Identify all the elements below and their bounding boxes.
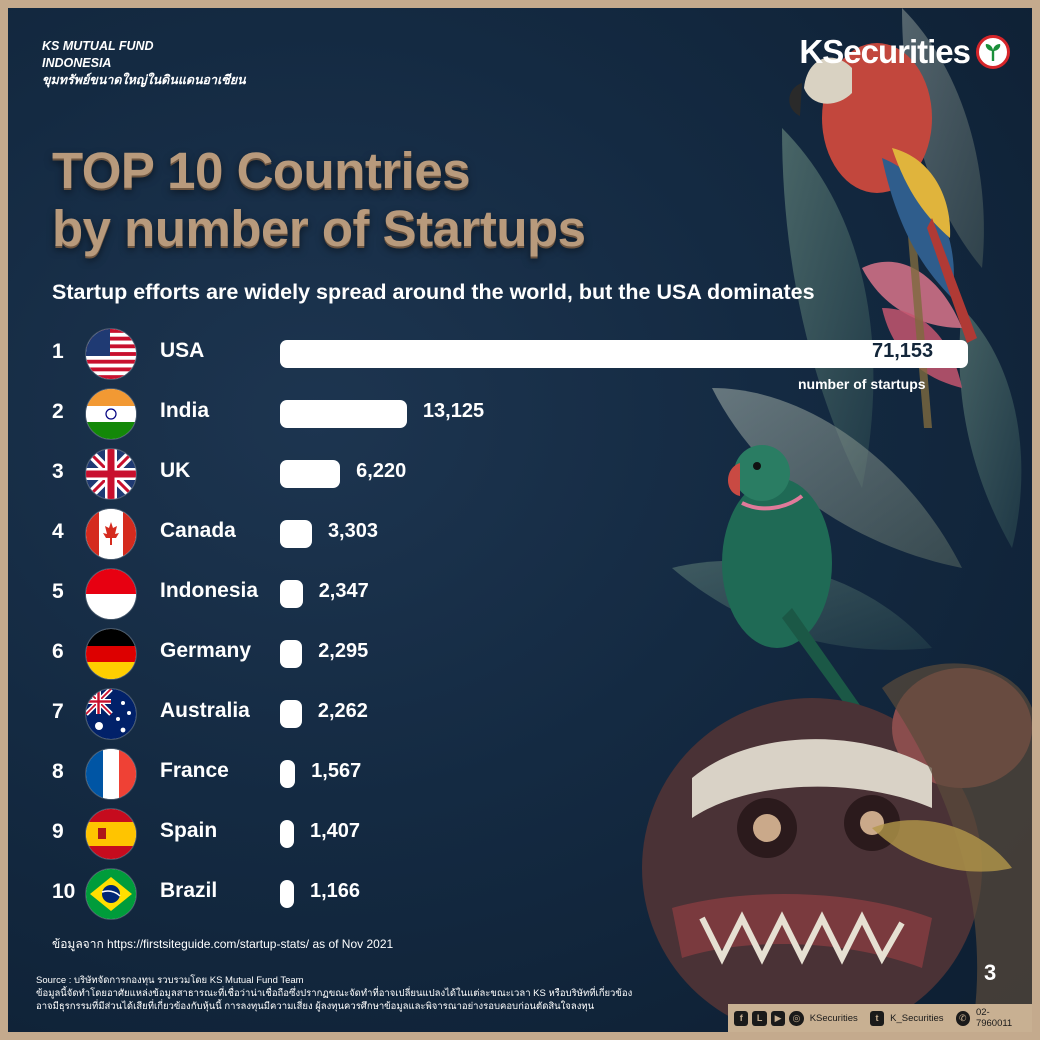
bar-row-indonesia: 5 Indonesia 2,347: [8, 566, 1008, 622]
logo-text: KSecurities: [799, 33, 971, 70]
bar-row-uk: 3 UK 6,220: [8, 446, 1008, 502]
brand-header: KS MUTUAL FUND INDONESIA ขุมทรัพย์ขนาดให…: [42, 38, 246, 89]
data-source: ข้อมูลจาก https://firstsiteguide.com/sta…: [52, 937, 394, 951]
footer-disclaimer: Source : บริษัทจัดการกองทุน รวบรวมโดย KS…: [36, 974, 676, 1013]
data-label: 1,407: [310, 820, 361, 842]
footer-source: Source : บริษัทจัดการกองทุน รวบรวมโดย KS…: [36, 975, 304, 986]
bar-row-australia: 7 Australia 2,262: [8, 686, 1008, 742]
bar-row-india: 2 India 13,125: [8, 386, 1008, 442]
rank-label: 9: [52, 820, 64, 843]
phone-number[interactable]: 02-7960011: [975, 1007, 1013, 1029]
chart-title-line-1: TOP 10 Countries: [52, 142, 471, 199]
data-label: 6,220: [356, 460, 407, 482]
rank-label: 1: [52, 340, 64, 363]
category-label: India: [160, 399, 210, 422]
phone-icon[interactable]: ✆: [955, 1010, 970, 1026]
rank-label: 10: [52, 880, 76, 903]
category-label: Germany: [160, 639, 252, 662]
facebook-icon[interactable]: f: [734, 1010, 749, 1026]
uk-flag-icon: [86, 449, 136, 499]
bar-row-canada: 4 Canada 3,303: [8, 506, 1008, 562]
bar-indonesia: [280, 580, 303, 608]
indonesia-flag-icon: [86, 569, 136, 619]
chart-title-line-2: by number of Startups: [52, 200, 586, 257]
bar-row-germany: 6 Germany 2,295: [8, 626, 1008, 682]
category-label: Indonesia: [160, 579, 259, 602]
footer-disclaimer-line-1: ข้อมูลนี้จัดทำโดยอาศัยแหล่งข้อมูลสาธารณะ…: [36, 988, 633, 999]
rank-label: 2: [52, 400, 64, 423]
data-label: 2,295: [318, 640, 369, 662]
decorative-illustration: [632, 8, 1032, 1032]
rank-label: 5: [52, 580, 64, 603]
bar-usa: [280, 340, 968, 368]
category-label: Australia: [160, 699, 250, 722]
chart-subtitle: Startup efforts are widely spread around…: [52, 280, 815, 304]
brand-line-1: KS MUTUAL FUND: [42, 39, 154, 53]
data-label: 1,567: [311, 760, 362, 782]
brand-line-3: ขุมทรัพย์ขนาดใหญ่ในดินแดนอาเซียน: [42, 73, 246, 87]
line-icon[interactable]: L: [752, 1010, 767, 1026]
chart-title: TOP 10 Countries by number of Startups: [52, 142, 586, 258]
youtube-icon[interactable]: ▶: [770, 1010, 786, 1026]
ksecurities-logo: KSecurities: [799, 33, 1010, 71]
category-label: France: [160, 759, 229, 782]
data-label: 1,166: [310, 880, 361, 902]
bar-canada: [280, 520, 312, 548]
rank-label: 8: [52, 760, 64, 783]
bar-uk: [280, 460, 341, 488]
usa-flag-icon: [86, 329, 136, 379]
canada-flag-icon: [86, 509, 136, 559]
bar-france: [280, 760, 296, 788]
bar-brazil: [280, 880, 294, 908]
rank-label: 4: [52, 520, 64, 543]
infographic-canvas: KS MUTUAL FUND INDONESIA ขุมทรัพย์ขนาดให…: [8, 8, 1032, 1032]
bar-row-spain: 9 Spain 1,407: [8, 806, 1008, 862]
brazil-flag-icon: [86, 869, 136, 919]
spain-flag-icon: [86, 809, 136, 859]
category-label: Canada: [160, 519, 236, 542]
footer-disclaimer-line-2: อาจมีธุรกรรมที่มีส่วนได้เสียที่เกี่ยวข้อ…: [36, 1001, 595, 1012]
category-label: UK: [160, 459, 191, 482]
data-label: 2,262: [317, 700, 368, 722]
bar-row-france: 8 France 1,567: [8, 746, 1008, 802]
data-label: 13,125: [422, 400, 485, 422]
bar-row-usa: 1 USA 71,153: [8, 326, 1008, 382]
category-label: USA: [160, 339, 205, 362]
twitter-icon[interactable]: t: [869, 1010, 885, 1026]
instagram-icon[interactable]: ◎: [789, 1010, 804, 1026]
germany-flag-icon: [86, 629, 136, 679]
value-axis-note: number of startups: [798, 376, 926, 392]
bar-row-brazil: 10 Brazil 1,166: [8, 866, 1008, 922]
data-label: 2,347: [318, 580, 369, 602]
category-label: Spain: [160, 819, 218, 842]
rank-label: 7: [52, 700, 64, 723]
data-label: 3,303: [327, 520, 378, 542]
bar-germany: [280, 640, 303, 668]
brand-line-2: INDONESIA: [42, 56, 112, 70]
ks-leaf-logo-icon: [976, 35, 1010, 69]
social-bar: f L ▶ ◎ KSecurities t K_Securities ✆ 02-…: [728, 1004, 1032, 1032]
page-number: 3: [984, 960, 997, 985]
france-flag-icon: [86, 749, 136, 799]
australia-flag-icon: [86, 689, 136, 739]
rank-label: 3: [52, 460, 64, 483]
twitter-handle[interactable]: K_Securities: [890, 1012, 944, 1024]
bar-australia: [280, 700, 302, 728]
rank-label: 6: [52, 640, 64, 663]
india-flag-icon: [86, 389, 136, 439]
data-label: 71,153: [872, 340, 934, 362]
bar-spain: [280, 820, 294, 848]
bar-india: [280, 400, 407, 428]
category-label: Brazil: [160, 879, 218, 902]
social-handle[interactable]: KSecurities: [809, 1012, 858, 1024]
